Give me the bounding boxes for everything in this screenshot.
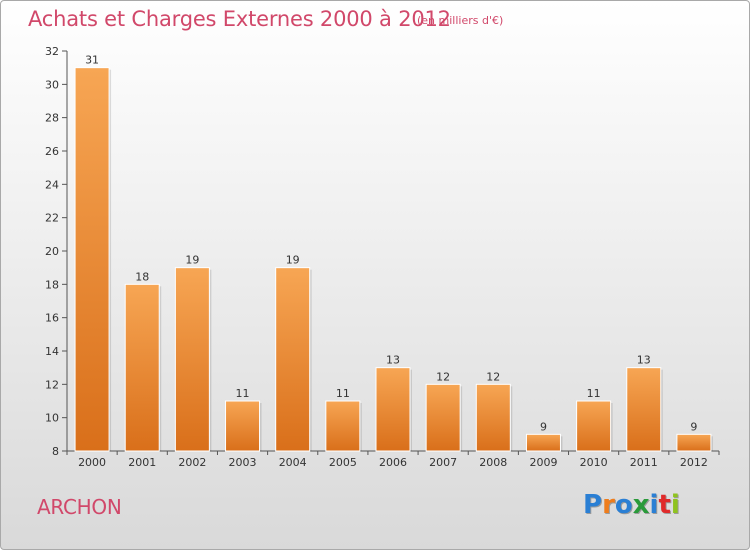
- bar-2002: [174, 267, 210, 452]
- y-tick-label: 14: [45, 345, 59, 358]
- y-tick-label: 20: [45, 245, 59, 258]
- data-label: 13: [386, 354, 400, 367]
- x-tick-label: 2006: [379, 456, 407, 469]
- x-tick-label: 2009: [529, 456, 557, 469]
- bar-2011: [626, 367, 662, 452]
- bar-2006: [375, 367, 411, 452]
- data-label: 9: [690, 420, 697, 433]
- bar-2010: [576, 400, 612, 452]
- y-tick-label: 18: [45, 278, 59, 291]
- x-tick-label: 2002: [178, 456, 206, 469]
- x-tick-label: 2004: [279, 456, 307, 469]
- logo-letter: i: [670, 490, 680, 520]
- y-tick-label: 10: [45, 412, 59, 425]
- bar-2008: [475, 383, 511, 452]
- x-tick-label: 2000: [78, 456, 106, 469]
- x-tick-label: 2010: [580, 456, 608, 469]
- data-label: 11: [236, 387, 250, 400]
- logo-letter: o: [614, 490, 633, 520]
- data-label: 9: [540, 420, 547, 433]
- logo-letter: t: [658, 490, 671, 520]
- y-tick-label: 26: [45, 145, 59, 158]
- bar-2003: [225, 400, 261, 452]
- data-label: 11: [587, 387, 601, 400]
- y-tick-label: 28: [45, 112, 59, 125]
- x-tick-label: 2003: [229, 456, 257, 469]
- data-label: 19: [185, 254, 199, 267]
- y-tick-label: 22: [45, 212, 59, 225]
- axes: 8 10 12 14 16 18 20 22 24 26 28 30 32 2000 2001 2002 200…: [45, 45, 720, 469]
- data-label: 19: [286, 254, 300, 267]
- proxiti-logo[interactable]: Proxiti: [583, 490, 680, 520]
- x-tick-label: 2008: [479, 456, 507, 469]
- bar-2001: [124, 283, 160, 452]
- logo-letter: i: [649, 490, 659, 520]
- x-tick-label: 2012: [680, 456, 708, 469]
- y-tick-label: 24: [45, 178, 59, 191]
- x-tick-label: 2001: [128, 456, 156, 469]
- chart-title: Achats et Charges Externes 2000 à 2012: [28, 7, 451, 31]
- bars: 31 18 19 11 19 11 13 12 12 9 11 13 9: [74, 54, 713, 452]
- chart-subtitle: (en milliers d'€): [417, 14, 504, 27]
- logo-letter: r: [602, 490, 615, 520]
- data-label: 18: [135, 270, 149, 283]
- y-tick-label: 32: [45, 45, 59, 58]
- bar-2012: [676, 433, 712, 452]
- x-tick-label: 2005: [329, 456, 357, 469]
- x-tick-label: 2007: [429, 456, 457, 469]
- bar-2007: [425, 383, 461, 452]
- data-label: 13: [637, 354, 651, 367]
- data-label: 12: [436, 370, 450, 383]
- y-tick-label: 16: [45, 312, 59, 325]
- y-tick-label: 30: [45, 78, 59, 91]
- logo-letter: P: [583, 490, 603, 520]
- bar-2005: [325, 400, 361, 452]
- bar-2000: [74, 67, 110, 452]
- logo-letter: x: [632, 490, 650, 520]
- bar-2004: [275, 267, 311, 452]
- data-label: 11: [336, 387, 350, 400]
- data-label: 31: [85, 54, 99, 67]
- x-tick-label: 2011: [630, 456, 658, 469]
- y-tick-label: 8: [52, 445, 59, 458]
- bar-2009: [525, 433, 561, 452]
- place-name: ARCHON: [37, 495, 122, 519]
- data-label: 12: [486, 370, 500, 383]
- y-tick-label: 12: [45, 378, 59, 391]
